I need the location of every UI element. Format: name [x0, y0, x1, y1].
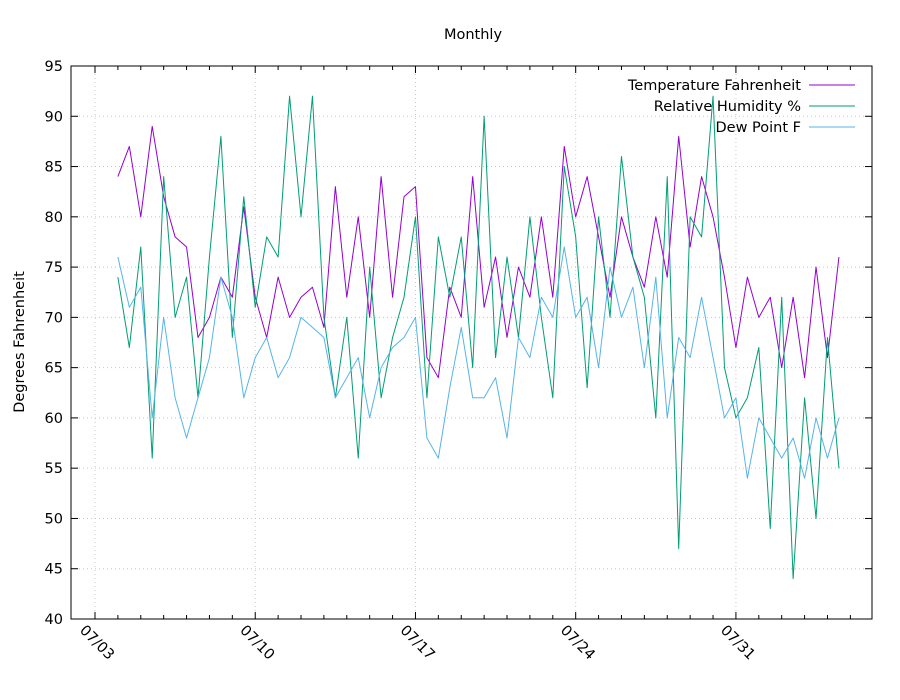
x-tick-label: 07/24 [557, 623, 598, 664]
grid-lines [71, 66, 872, 619]
legend-label: Relative Humidity % [654, 99, 801, 115]
series-line-1 [117, 95, 840, 580]
y-tick-label: 50 [45, 511, 63, 527]
y-tick-label: 90 [45, 109, 63, 125]
y-tick-label: 80 [45, 210, 63, 226]
plot-frame [70, 65, 873, 620]
y-axis-label: Degrees Fahrenheit [12, 271, 28, 413]
series-lines [117, 95, 840, 580]
y-tick-label: 95 [45, 59, 63, 75]
y-tick-label: 75 [45, 260, 63, 276]
series-line-2 [117, 246, 840, 479]
y-tick-label: 45 [45, 562, 63, 578]
y-tick-label: 55 [45, 461, 63, 477]
y-tick-label: 70 [45, 310, 63, 326]
x-tick-label: 07/10 [236, 623, 277, 664]
legend-label: Dew Point F [715, 120, 801, 136]
axis-ticks: 40 45 50 55 60 65 70 75 80 85 90 95 07/03 07/10 07/17 0… [45, 59, 872, 663]
y-tick-label: 60 [45, 411, 63, 427]
legend: Temperature Fahrenheit Relative Humidity … [627, 78, 855, 136]
legend-label: Temperature Fahrenheit [627, 78, 801, 94]
x-tick-label: 07/31 [717, 623, 758, 664]
y-tick-label: 65 [45, 361, 63, 377]
x-tick-label: 07/17 [397, 623, 438, 664]
chart-title: Monthly [444, 27, 502, 43]
y-tick-label: 85 [45, 160, 63, 176]
y-tick-label: 40 [45, 612, 63, 628]
x-tick-label: 07/03 [76, 623, 117, 664]
